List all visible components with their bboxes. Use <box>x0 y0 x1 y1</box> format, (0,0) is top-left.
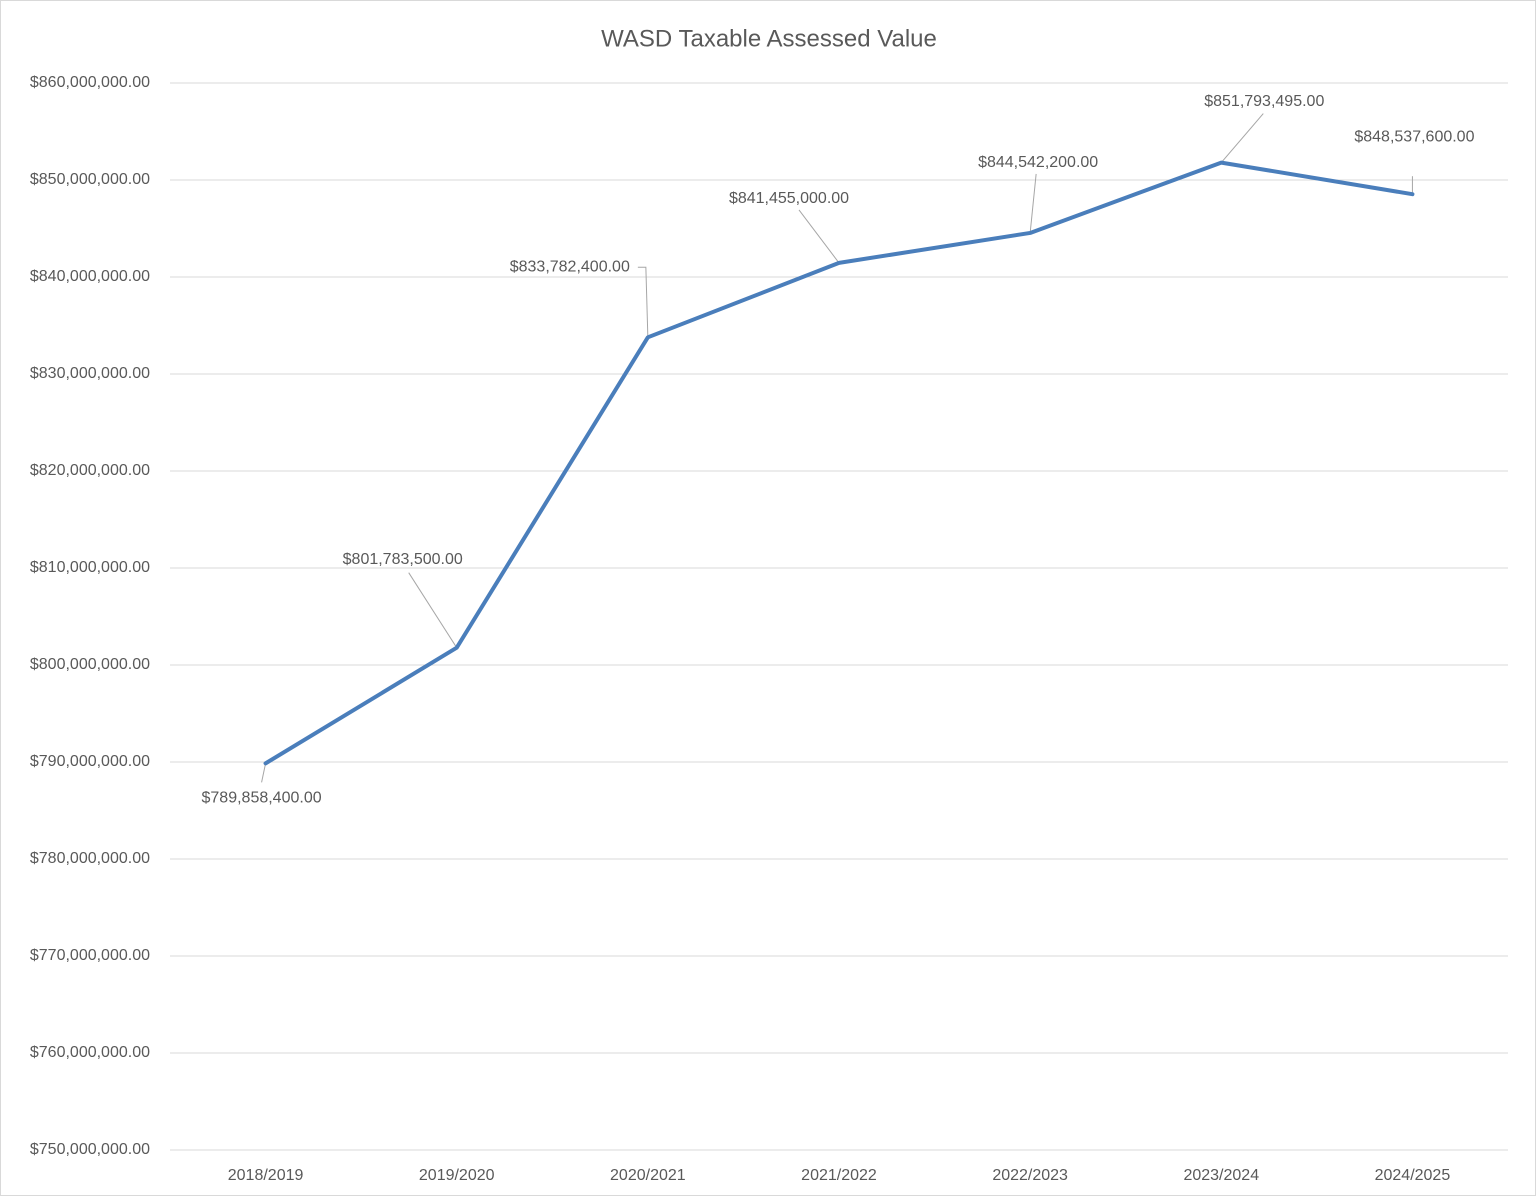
leader-line <box>261 763 267 783</box>
leader-line <box>798 209 840 264</box>
y-tick-label: $820,000,000.00 <box>30 462 150 479</box>
y-tick-label: $860,000,000.00 <box>30 74 150 91</box>
x-tick-label: 2023/2024 <box>1183 1167 1259 1184</box>
y-tick-label: $790,000,000.00 <box>30 753 150 770</box>
x-tick-label: 2021/2022 <box>801 1167 877 1184</box>
chart-title: WASD Taxable Assessed Value <box>601 25 937 52</box>
data-label: $833,782,400.00 <box>510 259 630 276</box>
x-tick-label: 2019/2020 <box>419 1167 495 1184</box>
data-label: $851,793,495.00 <box>1204 93 1324 110</box>
y-tick-label: $830,000,000.00 <box>30 365 150 382</box>
y-tick-label: $810,000,000.00 <box>30 559 150 576</box>
leader-line <box>1029 173 1037 233</box>
data-label: $841,455,000.00 <box>729 190 849 207</box>
y-tick-label: $780,000,000.00 <box>30 850 150 867</box>
data-label: $789,858,400.00 <box>202 790 322 807</box>
data-label: $801,783,500.00 <box>343 551 463 568</box>
leader-line <box>408 572 458 648</box>
data-label: $844,542,200.00 <box>978 154 1098 171</box>
leader-line <box>1220 113 1264 163</box>
x-tick-label: 2022/2023 <box>992 1167 1068 1184</box>
y-tick-label: $750,000,000.00 <box>30 1141 150 1158</box>
y-tick-label: $760,000,000.00 <box>30 1044 150 1061</box>
leader-line <box>637 266 649 338</box>
y-tick-label: $800,000,000.00 <box>30 656 150 673</box>
y-tick-label: $850,000,000.00 <box>30 171 150 188</box>
x-tick-label: 2018/2019 <box>228 1167 304 1184</box>
x-tick-label: 2020/2021 <box>610 1167 686 1184</box>
x-tick-label: 2024/2025 <box>1375 1167 1451 1184</box>
y-tick-label: $770,000,000.00 <box>30 947 150 964</box>
data-line <box>263 160 1415 766</box>
data-label: $848,537,600.00 <box>1354 128 1474 145</box>
y-tick-label: $840,000,000.00 <box>30 268 150 285</box>
